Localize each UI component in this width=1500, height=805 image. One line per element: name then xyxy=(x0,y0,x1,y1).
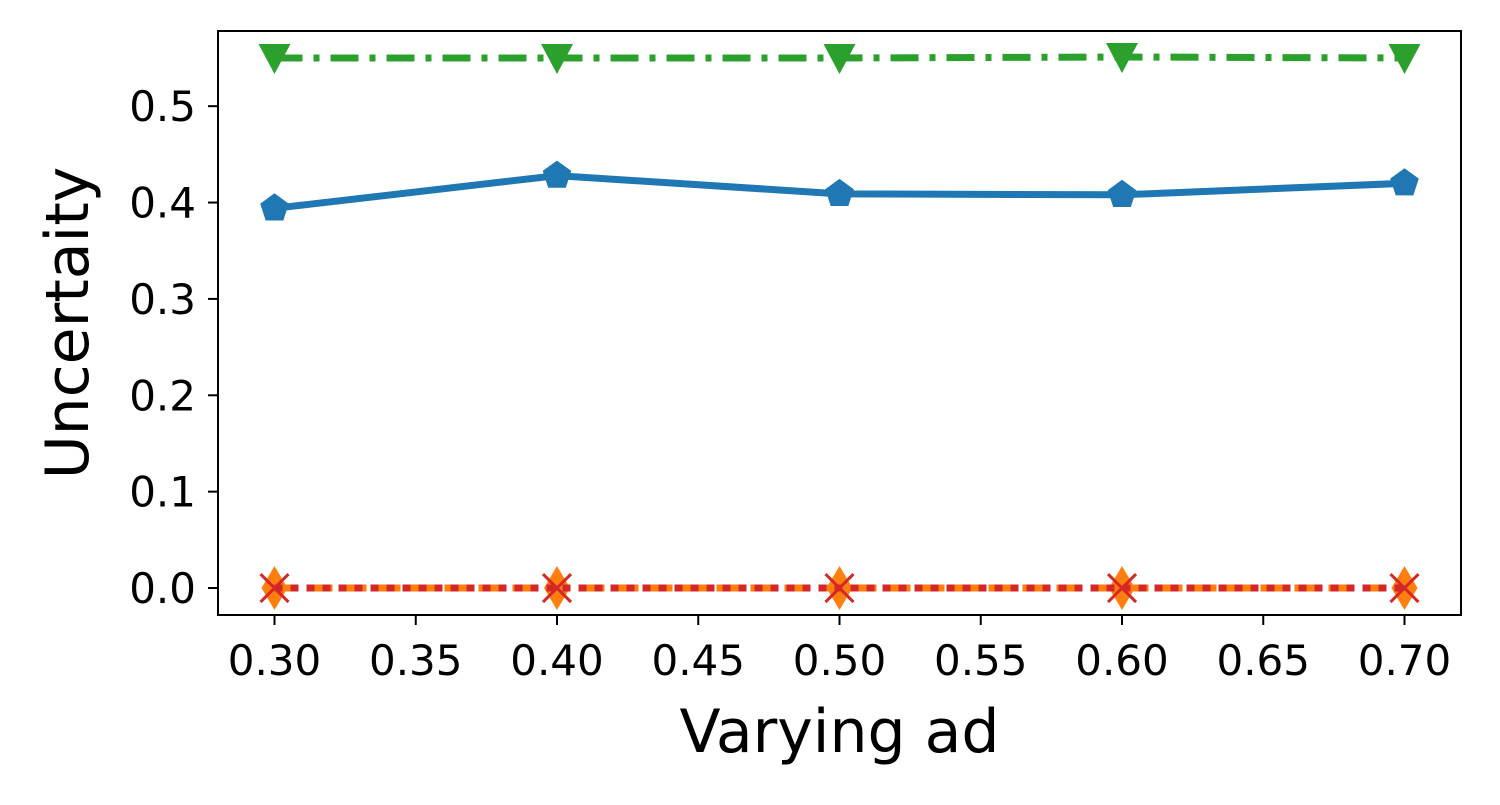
x-tick-label: 0.55 xyxy=(934,636,1028,685)
series-3 xyxy=(258,43,1421,74)
x-tick-label: 0.45 xyxy=(651,636,745,685)
x-marker-stroke xyxy=(1389,572,1420,604)
y-tick-label: 0.5 xyxy=(129,82,196,131)
x-tick-label: 0.60 xyxy=(1075,636,1169,685)
data-point-marker xyxy=(542,160,572,188)
y-tick-label: 0.2 xyxy=(129,371,196,420)
data-point-marker xyxy=(825,178,854,206)
x-axis: 0.30 0.35 0.40 0.45 0.50 0.55 0.60 0.65 0.70 xyxy=(228,615,1452,685)
y-tick-label: 0.3 xyxy=(129,275,196,324)
y-tick-label: 0.1 xyxy=(129,468,196,517)
x-tick-label: 0.70 xyxy=(1358,636,1452,685)
x-tick-label: 0.65 xyxy=(1216,636,1310,685)
data-point-marker xyxy=(260,193,289,221)
data-point-marker xyxy=(823,43,856,74)
data-point-marker xyxy=(1390,168,1419,196)
x-axis-label: Varying ad xyxy=(679,697,999,767)
plot-frame xyxy=(217,30,1462,616)
y-tick-label: 0.0 xyxy=(129,564,196,613)
data-point-marker xyxy=(541,572,573,604)
x-tick-label: 0.30 xyxy=(228,636,322,685)
data-point-marker xyxy=(1107,179,1137,207)
data-point-marker xyxy=(541,43,573,74)
x-marker-stroke xyxy=(1106,572,1138,604)
series-layer xyxy=(258,43,1421,611)
data-point-marker xyxy=(258,43,291,74)
x-marker-stroke xyxy=(824,572,855,604)
x-tick-label: 0.50 xyxy=(793,636,887,685)
x-tick-label: 0.35 xyxy=(369,636,463,685)
x-tick-label: 0.40 xyxy=(510,636,604,685)
data-point-marker xyxy=(1106,572,1138,604)
series-4 xyxy=(259,572,1420,604)
y-axis-label: Uncertaity xyxy=(33,167,103,480)
data-point-marker xyxy=(1389,572,1420,604)
y-axis: 0.0 0.1 0.2 0.3 0.4 0.5 xyxy=(129,82,218,613)
x-marker-stroke xyxy=(541,572,573,604)
data-point-marker xyxy=(1106,43,1138,74)
series-1 xyxy=(260,160,1419,221)
data-point-marker xyxy=(1388,43,1421,74)
x-marker-stroke xyxy=(259,572,290,604)
data-point-marker xyxy=(259,572,290,604)
y-tick-label: 0.4 xyxy=(129,179,196,228)
data-point-marker xyxy=(824,572,855,604)
